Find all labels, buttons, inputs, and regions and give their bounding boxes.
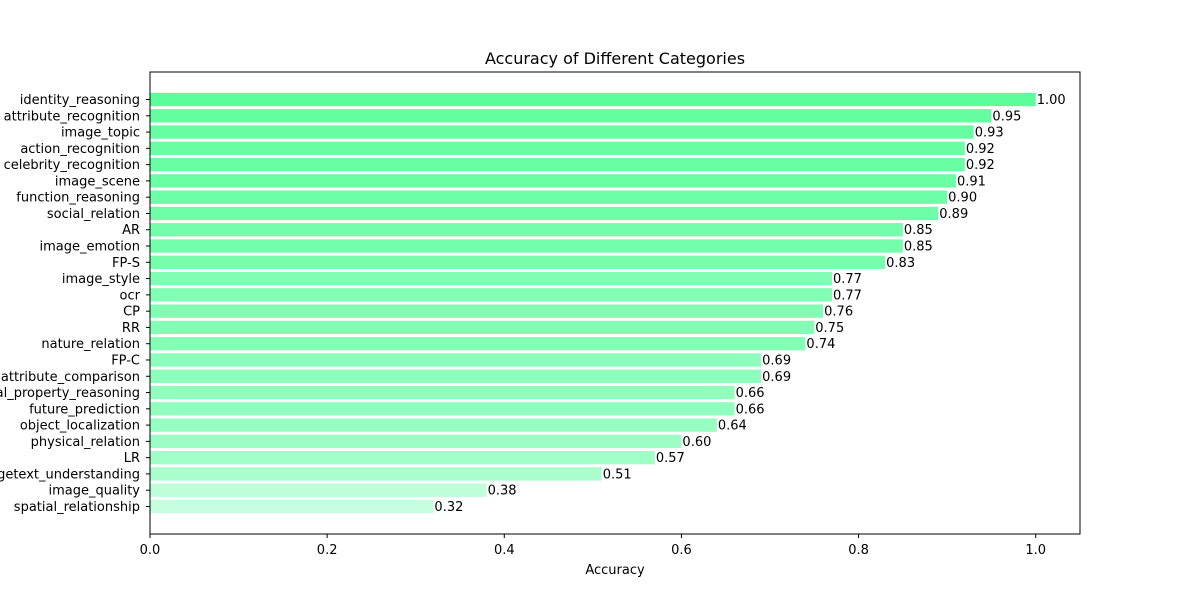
y-tick-label: LR [124,451,140,466]
bar-image-scene [150,174,956,188]
bar-image-style [150,271,832,286]
y-tick-label: FP-C [111,353,140,368]
y-tick-label: celebrity_recognition [4,158,140,173]
y-tick-label: image_style [62,272,140,287]
value-label: 0.38 [488,484,517,499]
bar-celebrity-recognition [150,157,965,172]
bar-physical-property-reasoning [150,385,735,400]
value-label: 0.69 [762,370,791,385]
value-label: 0.77 [833,288,862,303]
plot-area-frame [149,71,1081,535]
y-tick-label: ocr [120,288,141,303]
value-label: 0.93 [975,126,1004,141]
x-tick-label: 1.0 [1025,543,1046,558]
bar-ocr [150,288,832,302]
y-tick-label: nature_relation [41,337,140,352]
value-label: 1.00 [1037,93,1066,108]
y-tick-label: AR [122,223,140,238]
x-tick-label: 0.4 [494,543,515,558]
x-tick-label: 0.8 [848,543,869,558]
y-tick-label: image_quality [49,484,141,499]
y-tick-label: attribute_recognition [4,109,140,124]
value-label: 0.91 [957,174,986,189]
y-tick-label: spatial_relationship [14,500,140,515]
value-label: 0.66 [736,386,765,401]
value-label: 0.77 [833,272,862,287]
value-label: 0.75 [815,321,844,336]
value-label: 0.92 [966,158,995,173]
y-tick-label: image_scene [55,174,140,189]
value-label: 0.32 [434,500,463,515]
value-label: 0.95 [992,109,1021,124]
y-tick-label: FP-S [112,256,140,271]
y-tick-label: image_topic [61,126,140,141]
bar-fp-s [150,255,886,269]
y-tick-label: physical_relation [31,435,140,450]
value-label: 0.60 [682,435,711,450]
bar-image-emotion [150,239,903,253]
value-label: 0.51 [603,467,632,482]
y-tick-label: physical_property_reasoning [0,386,140,401]
bar-image-topic [150,125,974,139]
y-tick-label: object_localization [20,419,140,434]
bar-structuralized-imagetext-understanding [150,467,602,481]
value-label: 0.69 [762,353,791,368]
bar-fp-c [150,353,762,367]
bars-group [150,92,1036,514]
value-labels: 1.000.950.930.920.920.910.900.890.850.85… [434,93,1065,515]
x-axis-label: Accuracy [585,563,645,578]
bar-attribute-recognition [150,109,992,123]
x-tick-label: 0.2 [317,543,338,558]
bar-identity-reasoning [150,92,1036,107]
x-tick-label: 0.0 [140,543,161,558]
value-label: 0.85 [904,223,933,238]
bar-nature-relation [150,337,806,351]
value-label: 0.66 [736,402,765,417]
bar-action-recognition [150,141,965,156]
value-label: 0.89 [939,207,968,222]
bar-function-reasoning [150,190,948,204]
y-tick-label: function_reasoning [16,191,140,206]
bar-ar [150,223,903,237]
value-label: 0.57 [656,451,685,466]
y-tick-label: social_relation [47,207,140,222]
y-tick-label: RR [122,321,140,336]
bar-attribute-comparison [150,369,762,383]
bar-future-prediction [150,402,735,416]
y-tick-label: action_recognition [20,142,140,157]
y-tick-labels: identity_reasoningattribute_recognitioni… [0,93,150,515]
bar-cp [150,304,824,318]
chart-title: Accuracy of Different Categories [485,49,745,68]
y-tick-label: attribute_comparison [1,370,140,385]
y-tick-label: image_emotion [39,240,140,255]
y-tick-label: identity_reasoning [20,93,140,108]
bar-spatial-relationship [150,499,434,514]
x-tick-label: 0.6 [671,543,692,558]
y-tick-label: CP [123,305,140,320]
value-label: 0.83 [886,256,915,271]
bar-object-localization [150,418,717,432]
bar-physical-relation [150,434,682,449]
x-axis-ticks: 0.0 0.2 0.4 0.6 0.8 1.0 [140,534,1046,558]
y-tick-label: structuralized_imagetext_understanding [0,467,140,482]
value-label: 0.74 [806,337,835,352]
value-label: 0.90 [948,191,977,206]
bar-social-relation [150,206,939,221]
value-label: 0.76 [824,305,853,320]
value-label: 0.85 [904,240,933,255]
bar-lr [150,450,655,465]
value-label: 0.64 [718,419,747,434]
y-tick-label: future_prediction [29,402,140,417]
value-label: 0.92 [966,142,995,157]
bar-image-quality [150,483,487,497]
bar-rr [150,320,815,335]
